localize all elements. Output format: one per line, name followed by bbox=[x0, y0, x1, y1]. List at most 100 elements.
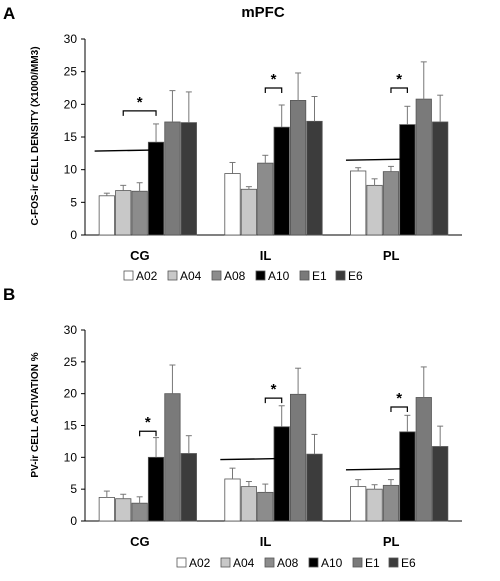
legend-label-a04: A04 bbox=[180, 269, 202, 283]
bar-a02-cg bbox=[98, 195, 115, 236]
legend-label-e1: E1 bbox=[365, 556, 380, 570]
bar-a02-pl bbox=[350, 170, 367, 236]
legend-label-e6: E6 bbox=[348, 269, 363, 283]
bar-e6-il bbox=[306, 120, 323, 236]
y-tick-label: 30 bbox=[64, 323, 78, 337]
significance-bracket bbox=[122, 110, 157, 116]
legend-label-a02: A02 bbox=[136, 269, 158, 283]
category-label-cg: CG bbox=[130, 534, 150, 549]
bar-a04-pl bbox=[366, 184, 383, 236]
bar-a10-cg bbox=[147, 456, 165, 522]
bar-e6-il bbox=[306, 453, 323, 522]
significance-star: * bbox=[145, 414, 151, 431]
bar-a10-cg bbox=[147, 141, 165, 236]
bar-a08-cg bbox=[131, 502, 148, 522]
y-tick-label: 20 bbox=[64, 97, 78, 111]
legend-label-a08: A08 bbox=[277, 556, 299, 570]
legend-label-e1: E1 bbox=[312, 269, 327, 283]
significance-bracket bbox=[139, 430, 157, 437]
panel-a-title: mPFC bbox=[241, 4, 285, 21]
legend-label-e6: E6 bbox=[401, 556, 416, 570]
bar-e6-cg bbox=[180, 453, 197, 522]
significance-bracket bbox=[390, 87, 408, 93]
legend-label-a10: A10 bbox=[321, 556, 343, 570]
y-tick-label: 5 bbox=[70, 195, 77, 209]
legend-label-a02: A02 bbox=[189, 556, 211, 570]
category-label-pl: PL bbox=[383, 534, 400, 549]
group-baseline bbox=[220, 457, 278, 461]
bar-a10-pl bbox=[399, 124, 416, 236]
bar-a08-pl bbox=[382, 484, 400, 522]
legend-swatch-a10 bbox=[308, 557, 319, 568]
category-label-il: IL bbox=[260, 534, 272, 549]
legend-swatch-e1 bbox=[352, 557, 363, 568]
bar-e1-pl bbox=[415, 397, 432, 522]
y-tick-label: 10 bbox=[64, 163, 78, 177]
panel-b-y-axis-label: PV-ir CELL ACTIVATION % bbox=[30, 352, 41, 477]
bar-a08-il bbox=[257, 162, 274, 236]
significance-star: * bbox=[396, 390, 402, 407]
legend-swatch-a10 bbox=[255, 270, 266, 281]
legend-swatch-e6 bbox=[335, 270, 346, 281]
legend-swatch-a08 bbox=[264, 557, 275, 568]
bar-e1-il bbox=[289, 393, 307, 522]
legend-swatch-a04 bbox=[220, 557, 231, 568]
panel-b: B PV-ir CELL ACTIVATION % 0 5 10 15 20 25 30 CG… bbox=[3, 285, 462, 570]
legend-label-a08: A08 bbox=[224, 269, 246, 283]
y-tick-label: 15 bbox=[64, 130, 78, 144]
legend-swatch-a04 bbox=[167, 270, 178, 281]
legend-swatch-a08 bbox=[211, 270, 222, 281]
y-tick-label: 0 bbox=[70, 228, 77, 242]
bar-e1-pl bbox=[415, 98, 432, 236]
category-label-cg: CG bbox=[130, 248, 150, 263]
significance-bracket bbox=[264, 397, 283, 404]
bar-a04-cg bbox=[115, 498, 132, 522]
bar-e6-pl bbox=[432, 446, 449, 522]
y-tick-label: 20 bbox=[64, 387, 78, 401]
bar-e1-cg bbox=[164, 121, 181, 236]
panel-a-letter: A bbox=[3, 4, 15, 23]
legend-label-a04: A04 bbox=[233, 556, 255, 570]
group-baseline bbox=[345, 468, 404, 471]
panel-b-letter: B bbox=[3, 285, 15, 304]
bar-a04-il bbox=[240, 188, 257, 236]
legend: A02 A04 A08 A10 E1 E6 bbox=[123, 269, 363, 283]
y-tick-label: 25 bbox=[64, 65, 78, 79]
legend: A02 A04 A08 A10 E1 E6 bbox=[176, 556, 416, 570]
legend-swatch-e1 bbox=[299, 270, 310, 281]
bar-a08-cg bbox=[131, 190, 148, 236]
bar-a02-pl bbox=[350, 486, 367, 522]
bar-a02-cg bbox=[98, 497, 115, 522]
legend-swatch-a02 bbox=[123, 270, 134, 281]
y-tick-label: 15 bbox=[64, 419, 78, 433]
legend-label-a10: A10 bbox=[268, 269, 290, 283]
legend-swatch-e6 bbox=[388, 557, 399, 568]
significance-star: * bbox=[396, 71, 402, 88]
category-label-il: IL bbox=[260, 248, 272, 263]
panel-a-y-axis-label: C-FOS-ir CELL DENSITY (X1000/MM3) bbox=[30, 46, 41, 225]
bar-e6-cg bbox=[180, 122, 197, 236]
bar-a04-cg bbox=[115, 190, 132, 236]
legend-swatch-a02 bbox=[176, 557, 187, 568]
significance-star: * bbox=[271, 71, 277, 88]
y-tick-label: 0 bbox=[70, 514, 77, 528]
bar-e1-il bbox=[289, 100, 307, 236]
bar-a08-pl bbox=[382, 171, 400, 236]
bar-a04-pl bbox=[366, 488, 383, 522]
significance-bracket bbox=[390, 406, 408, 413]
significance-bracket bbox=[264, 87, 283, 93]
bar-a02-il bbox=[224, 173, 241, 236]
y-tick-label: 25 bbox=[64, 355, 78, 369]
significance-star: * bbox=[137, 94, 143, 111]
bar-a10-il bbox=[273, 426, 290, 522]
bar-a08-il bbox=[257, 491, 274, 522]
bar-a10-il bbox=[273, 126, 290, 236]
category-label-pl: PL bbox=[383, 248, 400, 263]
bar-a02-il bbox=[224, 478, 241, 522]
y-tick-label: 30 bbox=[64, 32, 78, 46]
bar-a10-pl bbox=[399, 431, 416, 522]
y-tick-label: 10 bbox=[64, 450, 78, 464]
bar-e1-cg bbox=[164, 393, 181, 522]
panel-a: A mPFC C-FOS-ir CELL DENSITY (X1000/MM3)… bbox=[3, 4, 462, 283]
